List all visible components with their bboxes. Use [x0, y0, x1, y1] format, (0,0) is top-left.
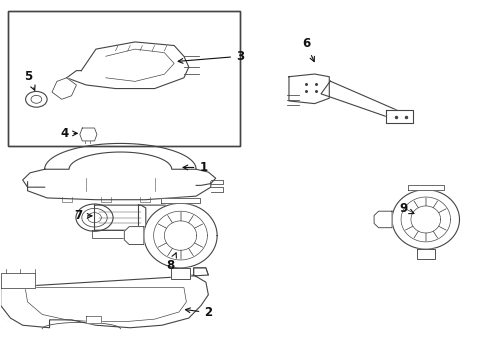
Polygon shape: [0, 268, 208, 328]
Polygon shape: [52, 78, 76, 99]
Polygon shape: [144, 203, 217, 268]
Bar: [8, 12, 240, 146]
Polygon shape: [392, 190, 460, 249]
Text: 3: 3: [178, 50, 244, 63]
Text: 1: 1: [183, 161, 208, 174]
Polygon shape: [139, 205, 168, 230]
Polygon shape: [417, 249, 435, 259]
Polygon shape: [95, 205, 146, 230]
Polygon shape: [67, 42, 189, 89]
Polygon shape: [374, 211, 392, 228]
Text: 7: 7: [74, 210, 92, 222]
Circle shape: [82, 208, 107, 227]
Polygon shape: [92, 230, 151, 238]
Polygon shape: [86, 316, 101, 323]
Polygon shape: [387, 111, 414, 123]
Polygon shape: [321, 81, 404, 121]
Polygon shape: [289, 74, 329, 104]
Polygon shape: [80, 128, 97, 141]
Circle shape: [25, 91, 47, 107]
Bar: [8, 12, 240, 146]
Circle shape: [76, 204, 113, 231]
Polygon shape: [124, 226, 144, 244]
Polygon shape: [171, 268, 190, 279]
Polygon shape: [23, 169, 45, 187]
Text: 4: 4: [60, 127, 77, 140]
Polygon shape: [408, 185, 444, 190]
Text: 2: 2: [186, 306, 213, 319]
Circle shape: [88, 213, 101, 223]
Text: 6: 6: [302, 37, 315, 62]
Polygon shape: [0, 273, 35, 288]
Polygon shape: [27, 182, 211, 200]
Polygon shape: [161, 198, 200, 203]
Text: 9: 9: [400, 202, 414, 215]
Polygon shape: [45, 143, 196, 169]
Circle shape: [31, 95, 42, 103]
Text: 5: 5: [24, 69, 35, 90]
Text: 8: 8: [167, 253, 176, 272]
